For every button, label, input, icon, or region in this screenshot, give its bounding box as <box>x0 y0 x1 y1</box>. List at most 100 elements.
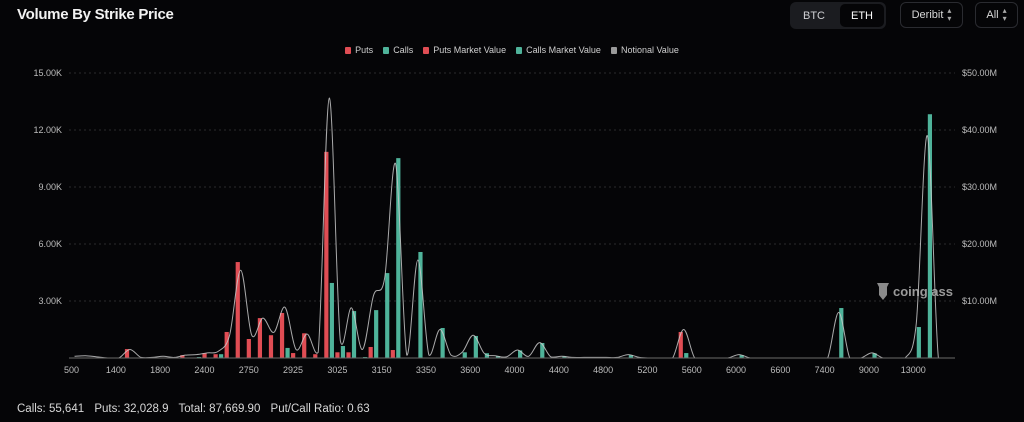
x-tick-label: 4400 <box>549 365 569 375</box>
x-tick-label: 2925 <box>283 365 303 375</box>
legend-swatch <box>423 46 430 54</box>
y-left-tick-label: 3.00K <box>38 296 62 306</box>
y-left-tick-label: 15.00K <box>33 68 62 78</box>
chevron-up-down-icon: ▴ ▾ <box>947 6 952 23</box>
call-bar <box>440 327 445 358</box>
put-bar <box>346 352 351 358</box>
legend-item-calls[interactable]: Calls <box>383 45 413 55</box>
y-left-tick-label: 6.00K <box>38 239 62 249</box>
notional-value-line <box>74 97 950 359</box>
legend-item-notional-value[interactable]: Notional Value <box>610 45 679 55</box>
call-bar <box>396 158 401 358</box>
chart-legend: Puts Calls Puts Market Value Calls Marke… <box>0 45 1024 55</box>
legend-item-puts[interactable]: Puts <box>345 45 373 55</box>
y-right-tick-label: $40.00M <box>962 125 997 135</box>
x-tick-label: 5200 <box>637 365 657 375</box>
x-tick-label: 1400 <box>106 365 126 375</box>
y-right-tick-label: $30.00M <box>962 182 997 192</box>
call-bar <box>285 347 290 358</box>
coin-option-btc[interactable]: BTC <box>803 9 825 22</box>
y-right-tick-label: $10.00M <box>962 296 997 306</box>
legend-item-puts-market-value[interactable]: Puts Market Value <box>423 45 506 55</box>
x-tick-label: 4800 <box>593 365 613 375</box>
put-bar <box>279 312 285 358</box>
x-tick-label: 6600 <box>770 365 790 375</box>
put-bar <box>302 333 307 358</box>
call-bar <box>916 327 921 358</box>
put-bar <box>235 262 240 358</box>
x-tick-label: 13000 <box>901 365 926 375</box>
puts-total: Puts: 32,028.9 <box>94 403 169 415</box>
call-bar <box>219 354 224 358</box>
call-bar <box>540 342 545 358</box>
x-tick-label: 6000 <box>726 365 746 375</box>
grand-total: Total: 87,669.90 <box>178 403 261 415</box>
exchange-value: Deribit <box>911 9 944 21</box>
x-tick-label: 3150 <box>372 365 392 375</box>
call-bar <box>385 273 390 358</box>
legend-label: Puts <box>355 45 374 55</box>
put-bar <box>224 331 229 358</box>
legend-swatch <box>516 46 523 54</box>
call-bar <box>495 356 501 358</box>
put-call-ratio: Put/Call Ratio: 0.63 <box>270 403 370 415</box>
call-bar <box>684 353 689 358</box>
call-bar <box>340 346 346 358</box>
call-bar <box>473 335 478 358</box>
page-title: Volume By Strike Price <box>17 6 174 23</box>
period-value: All <box>986 9 999 21</box>
call-bar <box>839 308 844 358</box>
put-bar <box>246 339 251 358</box>
calls-total: Calls: 55,641 <box>17 403 85 415</box>
call-bar <box>927 114 933 358</box>
x-tick-label: 2400 <box>194 365 214 375</box>
y-left-tick-label: 9.00K <box>38 182 62 192</box>
period-select[interactable]: All ▴ ▾ <box>975 2 1018 28</box>
x-tick-label: 3025 <box>327 365 347 375</box>
x-tick-label: 9000 <box>859 365 879 375</box>
x-tick-label: 1800 <box>150 365 170 375</box>
call-bar <box>872 353 877 358</box>
put-bar <box>257 318 263 358</box>
coin-toggle: BTC ETH <box>790 2 886 29</box>
y-right-tick-label: $20.00M <box>962 239 997 249</box>
put-bar <box>268 335 274 358</box>
put-bar <box>368 346 373 358</box>
watermark-text: coinglass <box>893 284 953 299</box>
put-bar <box>678 331 683 358</box>
x-tick-label: 3600 <box>460 365 480 375</box>
put-bar <box>313 354 318 358</box>
call-bar <box>374 310 379 358</box>
put-bar <box>180 355 185 358</box>
x-tick-label: 2750 <box>239 365 259 375</box>
y-left-tick-label: 12.00K <box>33 125 62 135</box>
call-bar <box>628 355 633 358</box>
legend-label: Notional Value <box>620 45 679 55</box>
legend-swatch <box>383 46 390 54</box>
legend-label: Puts Market Value <box>433 45 507 55</box>
call-bar <box>462 352 467 358</box>
put-bar <box>202 353 207 358</box>
call-bar <box>351 311 357 358</box>
summary-bar: Calls: 55,641 Puts: 32,028.9 Total: 87,6… <box>17 403 377 415</box>
put-bar <box>213 354 218 358</box>
legend-swatch <box>610 46 617 54</box>
put-bar <box>124 349 130 358</box>
put-bar <box>324 151 329 358</box>
legend-swatch <box>345 46 352 54</box>
coin-option-eth[interactable]: ETH <box>840 4 884 27</box>
put-bar <box>335 352 340 358</box>
legend-item-calls-market-value[interactable]: Calls Market Value <box>516 45 601 55</box>
x-tick-label: 4000 <box>505 365 525 375</box>
coinglass-watermark: coinglass <box>877 283 953 300</box>
call-bar <box>329 282 334 358</box>
x-tick-label: 7400 <box>815 365 835 375</box>
put-bar <box>291 353 296 358</box>
x-tick-label: 5600 <box>682 365 702 375</box>
call-bar <box>484 353 490 358</box>
x-tick-label: 500 <box>64 365 79 375</box>
call-bar <box>418 251 423 358</box>
x-tick-label: 3350 <box>416 365 436 375</box>
exchange-select[interactable]: Deribit ▴ ▾ <box>900 2 963 28</box>
